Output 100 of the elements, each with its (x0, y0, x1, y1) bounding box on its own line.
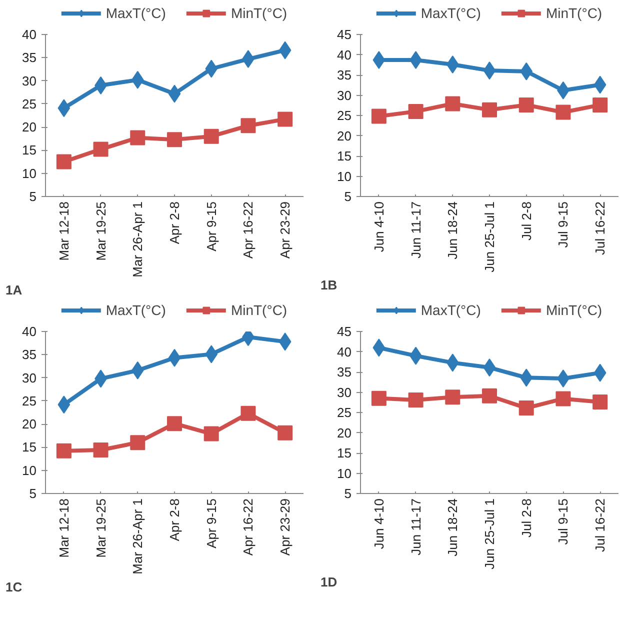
legend-label: MinT(°C) (230, 302, 288, 318)
x-tick-label: Apr 23-29 (278, 201, 293, 259)
x-tick-label: Jul 2-8 (518, 498, 534, 538)
y-tick-label: 30 (337, 384, 352, 400)
x-tick-label: Jun 18-24 (445, 498, 460, 556)
point (592, 97, 608, 112)
point (278, 112, 293, 127)
point (518, 400, 534, 416)
x-tick-label: Mar 19-25 (93, 202, 108, 261)
point (204, 426, 219, 442)
x-tick-label: Jun 4-10 (371, 201, 386, 252)
y-tick-label: 15 (337, 446, 352, 460)
point (240, 406, 256, 421)
point (518, 97, 534, 112)
point (482, 102, 497, 118)
legend-label: MinT(°C) (546, 5, 602, 21)
x-tick-label: Jul 16-22 (592, 498, 608, 552)
x-tick-label: Apr 23-29 (278, 498, 293, 556)
point (93, 442, 108, 458)
point (482, 388, 497, 404)
text: 1A (6, 282, 23, 298)
point (131, 70, 144, 89)
legend-label: MaxT(°C) (420, 5, 481, 21)
point (56, 154, 72, 170)
y-tick-label: 35 (22, 50, 37, 66)
y-tick-label: 5 (29, 486, 37, 501)
y-tick-label: 40 (337, 344, 352, 360)
x-tick-label: Jul 9-15 (556, 202, 571, 248)
point (483, 358, 496, 377)
point (204, 128, 219, 144)
legend-label: MinT(°C) (230, 5, 288, 21)
text: 1C (6, 580, 23, 594)
y-tick-label: 10 (22, 462, 37, 478)
point (445, 96, 460, 112)
y-tick-label: 25 (22, 96, 37, 112)
point (130, 435, 146, 450)
y-tick-label: 5 (344, 189, 352, 204)
y-tick-label: 20 (22, 120, 37, 135)
point (131, 361, 144, 380)
point (58, 396, 70, 414)
y-tick-label: 15 (337, 148, 352, 164)
x-tick-label: Jul 2-8 (518, 201, 534, 241)
x-tick-label: Mar 26-Apr 1 (130, 201, 146, 278)
y-tick-label: 40 (22, 324, 37, 339)
x-tick-label: Jul 16-22 (592, 201, 608, 255)
x-tick-label: Jun 11-17 (408, 201, 424, 258)
point (168, 84, 181, 103)
point (278, 332, 292, 351)
point (240, 118, 256, 134)
y-tick-label: 15 (22, 440, 37, 455)
y-tick-label: 35 (337, 68, 352, 82)
legend-label: MinT(°C) (546, 302, 602, 318)
y-tick-label: 30 (22, 370, 37, 386)
point (56, 443, 72, 458)
x-tick-label: Mar 26-Apr 1 (130, 498, 146, 574)
x-tick-label: Apr 9-15 (204, 498, 219, 548)
point (205, 345, 218, 364)
y-tick-label: 35 (337, 364, 352, 380)
point (446, 55, 459, 74)
y-tick-label: 25 (22, 393, 37, 408)
x-tick-label: Apr 16-22 (240, 201, 256, 259)
x-tick-label: Jul 9-15 (556, 498, 571, 545)
x-tick-label: Apr 16-22 (240, 498, 256, 556)
y-tick-label: 5 (344, 486, 352, 501)
y-tick-label: 45 (337, 324, 352, 339)
point (168, 348, 181, 367)
point (408, 392, 424, 408)
x-tick-label: Jun 25-Jul 1 (482, 201, 497, 272)
y-tick-label: 40 (337, 47, 352, 62)
y-tick-label: 20 (337, 128, 352, 144)
point (205, 60, 218, 78)
point (93, 142, 108, 157)
point (371, 390, 386, 406)
point (167, 416, 182, 432)
point (520, 368, 533, 387)
legend-label: MaxT(°C) (420, 302, 481, 318)
point (278, 41, 292, 60)
point (594, 76, 606, 94)
y-tick-label: 10 (337, 466, 352, 481)
legend-label: MaxT(°C) (106, 302, 166, 318)
point (556, 104, 571, 120)
text: 1B (320, 278, 338, 292)
y-tick-label: 20 (22, 416, 37, 432)
y-tick-label: 20 (337, 425, 352, 440)
y-tick-label: 30 (22, 73, 37, 88)
point (130, 130, 146, 146)
x-tick-label: Apr 2-8 (167, 201, 182, 244)
x-tick-label: Mar 12-18 (56, 202, 72, 261)
point (372, 51, 386, 70)
point (592, 394, 608, 410)
x-tick-label: Mar 19-25 (93, 498, 108, 558)
x-tick-label: Apr 9-15 (204, 201, 219, 252)
point (408, 104, 424, 119)
text: 1D (320, 574, 338, 590)
point (445, 390, 460, 405)
x-tick-label: Mar 12-18 (56, 498, 72, 558)
x-tick-label: Jun 18-24 (445, 201, 460, 260)
point (371, 108, 386, 124)
point (58, 99, 70, 118)
point (520, 62, 533, 80)
